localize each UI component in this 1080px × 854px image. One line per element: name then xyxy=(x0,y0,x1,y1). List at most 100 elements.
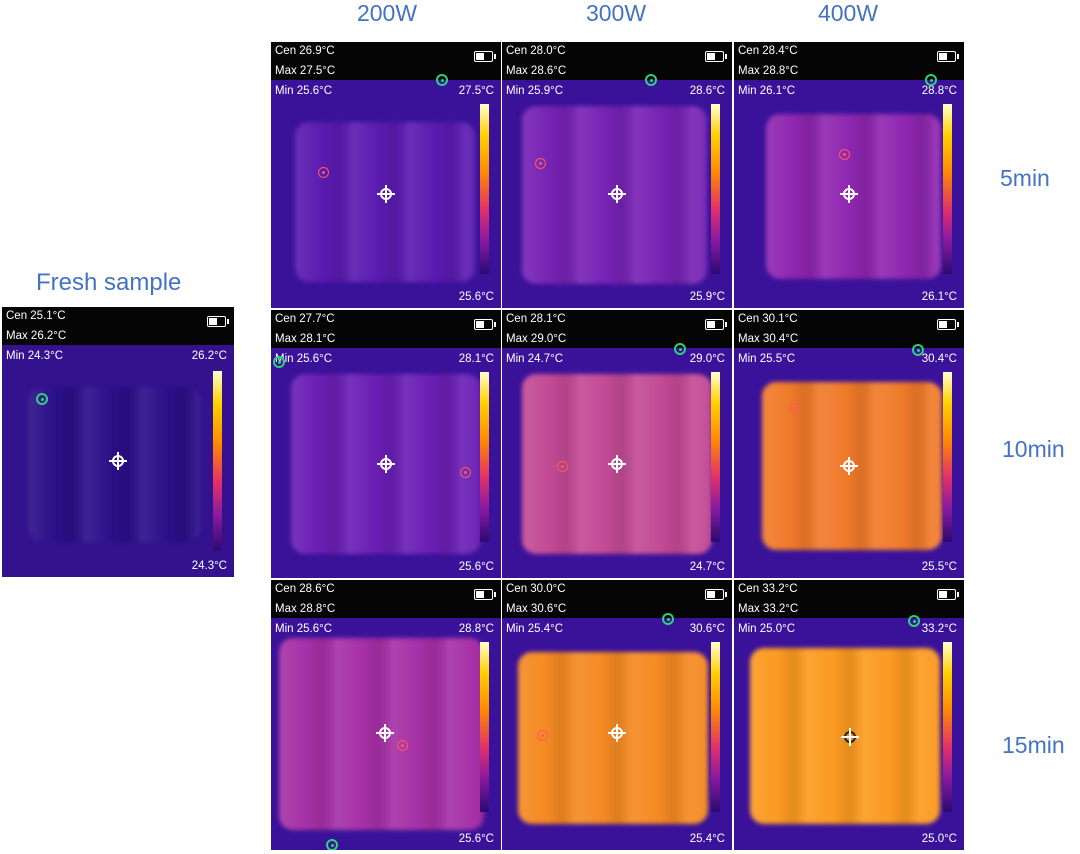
color-scale-bar xyxy=(711,104,720,274)
thermal-image-300w-5min: Cen 28.0°C Max 28.6°C Min 25.9°C 28.6°C … xyxy=(502,42,732,308)
scale-max-label: 28.8°C xyxy=(458,623,494,635)
thermal-image-200w-10min: Cen 27.7°C Max 28.1°C Min 25.6°C 28.1°C … xyxy=(271,310,501,578)
scale-min-label: 25.0°C xyxy=(921,833,957,845)
max-marker-icon xyxy=(839,149,850,160)
scale-max-label: 33.2°C xyxy=(921,623,957,635)
scale-min-label: 25.6°C xyxy=(458,833,494,845)
color-scale-bar xyxy=(213,371,222,551)
max-marker-icon xyxy=(557,461,568,472)
row-label-15min: 15min xyxy=(1002,732,1065,758)
thermal-image-400w-10min: Cen 30.1°C Max 30.4°C Min 25.5°C 30.4°C … xyxy=(734,310,964,578)
cen-reading: Cen 30.1°C xyxy=(738,313,798,325)
thermal-image-200w-5min: Cen 26.9°C Max 27.5°C Min 25.6°C 27.5°C … xyxy=(271,42,501,308)
max-marker-icon xyxy=(789,403,800,414)
scale-min-label: 24.7°C xyxy=(689,561,725,573)
color-scale-bar xyxy=(943,372,952,542)
center-crosshair-icon xyxy=(377,455,395,473)
min-reading: Min 25.6°C xyxy=(275,353,333,365)
center-crosshair-icon xyxy=(608,455,626,473)
scale-min-label: 26.1°C xyxy=(921,291,957,303)
thermal-image-fresh: Cen 25.1°C Max 26.2°C Min 24.3°C 26.2°C … xyxy=(2,307,234,577)
min-reading: Min 25.0°C xyxy=(738,623,796,635)
color-scale-bar xyxy=(480,642,489,812)
status-header xyxy=(502,42,732,80)
min-reading: Min 25.6°C xyxy=(275,85,333,97)
battery-icon xyxy=(705,319,727,330)
max-marker-icon xyxy=(318,167,329,178)
column-label-400w: 400W xyxy=(817,0,879,26)
status-header xyxy=(271,42,501,80)
max-marker-icon xyxy=(535,158,546,169)
min-reading: Min 25.5°C xyxy=(738,353,796,365)
min-marker-icon xyxy=(645,74,657,86)
fresh-sample-label: Fresh sample xyxy=(36,269,182,296)
cen-reading: Cen 28.0°C xyxy=(506,45,566,57)
column-label-300w: 300W xyxy=(585,0,647,26)
status-header xyxy=(734,580,964,618)
center-crosshair-icon xyxy=(376,724,394,742)
scale-max-label: 28.6°C xyxy=(689,85,725,97)
scale-min-label: 24.3°C xyxy=(191,560,227,572)
min-reading: Min 25.4°C xyxy=(506,623,564,635)
sample-region xyxy=(522,106,707,284)
row-label-10min: 10min xyxy=(1002,436,1065,462)
min-reading: Min 24.3°C xyxy=(6,350,64,362)
scale-max-label: 30.6°C xyxy=(689,623,725,635)
color-scale-bar xyxy=(711,642,720,812)
max-reading: Max 29.0°C xyxy=(506,333,567,345)
cen-reading: Cen 28.4°C xyxy=(738,45,798,57)
status-header xyxy=(271,580,501,618)
min-marker-icon xyxy=(912,344,924,356)
min-marker-icon xyxy=(36,393,48,405)
status-header xyxy=(502,310,732,348)
min-reading: Min 25.6°C xyxy=(275,623,333,635)
cen-reading: Cen 27.7°C xyxy=(275,313,335,325)
row-label-5min: 5min xyxy=(1000,165,1050,191)
max-reading: Max 30.4°C xyxy=(738,333,799,345)
battery-icon xyxy=(474,319,496,330)
status-header xyxy=(2,307,234,345)
max-reading: Max 28.6°C xyxy=(506,65,567,77)
status-header xyxy=(734,310,964,348)
scale-max-label: 28.8°C xyxy=(921,85,957,97)
min-marker-icon xyxy=(925,74,937,86)
min-reading: Min 26.1°C xyxy=(738,85,796,97)
color-scale-bar xyxy=(943,642,952,812)
center-crosshair-icon xyxy=(377,185,395,203)
battery-icon xyxy=(705,589,727,600)
status-header xyxy=(502,580,732,618)
cen-reading: Cen 25.1°C xyxy=(6,310,66,322)
center-crosshair-icon xyxy=(840,457,858,475)
cen-reading: Cen 28.1°C xyxy=(506,313,566,325)
status-header xyxy=(734,42,964,80)
thermal-image-300w-10min: Cen 28.1°C Max 29.0°C Min 24.7°C 29.0°C … xyxy=(502,310,732,578)
scale-min-label: 25.6°C xyxy=(458,561,494,573)
battery-icon xyxy=(474,51,496,62)
thermal-image-400w-15min: Cen 33.2°C Max 33.2°C Min 25.0°C 33.2°C … xyxy=(734,580,964,850)
max-marker-icon xyxy=(537,730,548,741)
cen-reading: Cen 28.6°C xyxy=(275,583,335,595)
thermal-image-300w-15min: Cen 30.0°C Max 30.6°C Min 25.4°C 30.6°C … xyxy=(502,580,732,850)
scale-max-label: 30.4°C xyxy=(921,353,957,365)
max-reading: Max 28.8°C xyxy=(275,603,336,615)
min-marker-icon xyxy=(662,613,674,625)
battery-icon xyxy=(937,51,959,62)
max-marker-icon xyxy=(460,467,471,478)
center-crosshair-icon xyxy=(608,185,626,203)
color-scale-bar xyxy=(943,104,952,274)
battery-icon xyxy=(474,589,496,600)
scale-max-label: 28.1°C xyxy=(458,353,494,365)
min-marker-icon xyxy=(908,615,920,627)
battery-icon xyxy=(207,316,229,327)
max-reading: Max 26.2°C xyxy=(6,330,67,342)
max-marker-icon xyxy=(397,740,408,751)
min-marker-icon xyxy=(436,74,448,86)
cen-reading: Cen 26.9°C xyxy=(275,45,335,57)
color-scale-bar xyxy=(480,372,489,542)
scale-min-label: 25.5°C xyxy=(921,561,957,573)
center-crosshair-icon xyxy=(841,728,859,746)
battery-icon xyxy=(937,589,959,600)
max-reading: Max 28.1°C xyxy=(275,333,336,345)
center-crosshair-icon xyxy=(109,452,127,470)
status-header xyxy=(271,310,501,348)
